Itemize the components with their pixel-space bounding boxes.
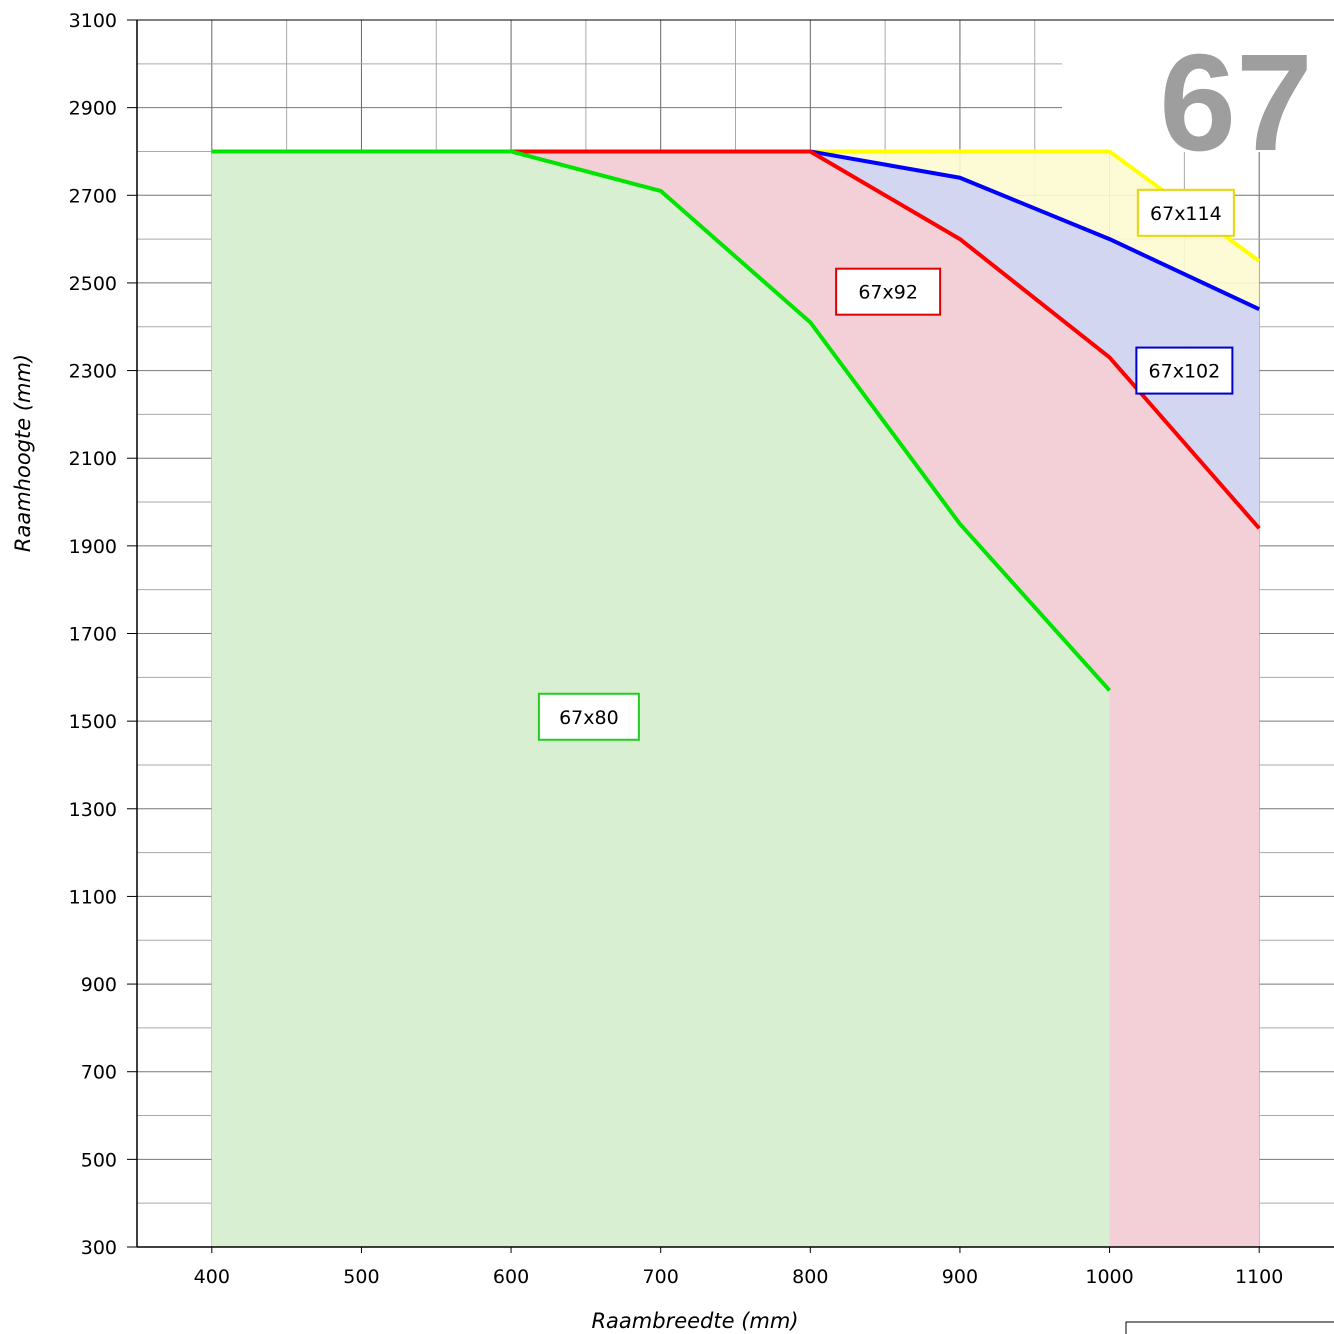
- label-text-67x114: 67x114: [1150, 203, 1222, 225]
- y-tick-label: 1500: [69, 711, 117, 733]
- y-tick-label: 700: [81, 1062, 117, 1084]
- y-tick-label: 2700: [69, 185, 117, 207]
- y-tick-label: 2900: [69, 98, 117, 120]
- label-text-67x80: 67x80: [559, 707, 619, 729]
- y-tick-label: 3100: [69, 10, 117, 32]
- y-axis-title: Raamhoogte (mm): [11, 354, 35, 552]
- y-tick-label: 1100: [69, 886, 117, 908]
- x-tick-label: 800: [792, 1266, 828, 1288]
- label-box-67x114: [1136, 188, 1235, 237]
- y-tick-label: 2300: [69, 361, 117, 383]
- y-tick-label: 1300: [69, 799, 117, 821]
- x-tick-label: 700: [643, 1266, 679, 1288]
- x-tick-label: 500: [343, 1266, 379, 1288]
- badge-number: 67: [1159, 26, 1313, 180]
- label-box-67x80: [537, 692, 640, 741]
- profile-badge: 67: [1062, 18, 1334, 180]
- series-areas: [211, 151, 1260, 1248]
- y-tick-label: 1900: [69, 536, 117, 558]
- x-tick-label: 1000: [1085, 1266, 1133, 1288]
- label-text-67x102: 67x102: [1149, 361, 1221, 383]
- y-tick-label: 2100: [69, 448, 117, 470]
- y-tick-label: 900: [81, 974, 117, 996]
- x-tick-label: 400: [194, 1266, 230, 1288]
- x-axis-title: Raambreedte (mm): [591, 1309, 798, 1333]
- x-tick-label: 600: [493, 1266, 529, 1288]
- badge-background: [1062, 18, 1334, 152]
- y-tick-label: 2500: [69, 273, 117, 295]
- y-tick-label: 300: [81, 1237, 117, 1259]
- label-box-67x102: [1135, 346, 1234, 395]
- y-tick-label: 1700: [69, 624, 117, 646]
- x-tick-label: 900: [942, 1266, 978, 1288]
- y-tick-label: 500: [81, 1149, 117, 1171]
- series-labels: 67x114 67x102 67x92 67x80: [537, 188, 1235, 741]
- label-text-67x92: 67x92: [858, 282, 918, 304]
- series-lines: [211, 149, 1261, 692]
- x-tick-label: 1100: [1235, 1266, 1283, 1288]
- axes: 300 500 700 900 1100 1300 1500 1700 1900 2100 2300…: [69, 10, 1334, 1288]
- label-box-67x92: [835, 267, 942, 316]
- corner-frame: [1125, 1321, 1334, 1334]
- line-67x80: [211, 149, 1112, 692]
